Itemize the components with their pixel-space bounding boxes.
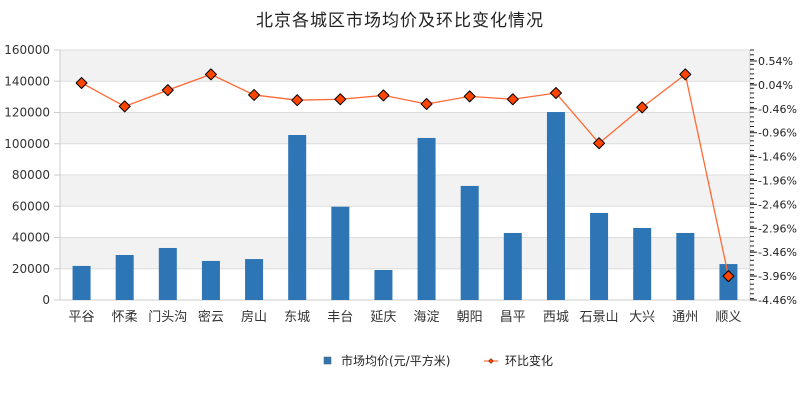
- x-tick-label: 丰台: [327, 310, 353, 325]
- left-tick-label: 120000: [4, 106, 50, 120]
- right-tick-label: -0.46%: [758, 103, 797, 116]
- bar: [374, 270, 393, 300]
- line-marker: [679, 68, 692, 81]
- bar: [676, 232, 695, 300]
- right-tick-label: -3.46%: [758, 246, 797, 259]
- right-tick-label: -1.96%: [758, 174, 797, 187]
- right-tick-label: -2.46%: [758, 198, 797, 211]
- left-axis: 0 20000 40000 60000 80000 100000 120000 140000 1…: [4, 43, 750, 307]
- line-marker: [722, 270, 735, 283]
- left-tick-label: 20000: [12, 262, 50, 276]
- right-tick-label: -0.96%: [758, 127, 797, 140]
- line-series: [75, 68, 735, 283]
- chart-title: 北京各城区市场均价及环比变化情况: [256, 11, 544, 31]
- legend-label-bar: 市场均价(元/平方米): [341, 353, 450, 368]
- bar-series: [72, 112, 738, 300]
- bar: [460, 185, 479, 300]
- left-tick-label: 100000: [4, 137, 50, 151]
- left-tick-label: 80000: [12, 168, 50, 182]
- bar: [331, 206, 350, 300]
- bar: [288, 135, 307, 300]
- right-axis: 0.54% 0.04% -0.46% -0.96% -1.46% -1.96% -2.46%…: [749, 49, 797, 307]
- bar: [417, 137, 436, 300]
- right-tick-label: -1.46%: [758, 151, 797, 164]
- left-tick-label: 40000: [12, 231, 50, 245]
- bar: [201, 260, 220, 300]
- legend-label-line: 环比变化: [505, 353, 553, 368]
- left-tick-label: 160000: [4, 43, 50, 57]
- right-tick-label: -4.46%: [758, 294, 797, 307]
- bar: [633, 227, 652, 300]
- line-marker: [377, 89, 390, 102]
- x-tick-label: 房山: [241, 309, 267, 325]
- line-marker: [118, 100, 131, 113]
- line-marker: [420, 98, 433, 111]
- line-marker: [204, 68, 217, 81]
- line-marker: [463, 90, 476, 103]
- left-tick-label: 0: [42, 293, 50, 307]
- line-marker: [506, 93, 519, 106]
- x-tick-label: 通州: [672, 310, 698, 325]
- left-tick-label: 140000: [4, 74, 50, 88]
- legend-bar-swatch-icon: [323, 356, 332, 365]
- line-marker: [593, 137, 606, 150]
- x-tick-label: 石景山: [580, 310, 619, 325]
- x-tick-label: 大兴: [629, 310, 655, 325]
- line-marker: [161, 84, 174, 97]
- bar: [115, 255, 134, 300]
- line-marker: [248, 88, 261, 101]
- x-tick-label: 平谷: [69, 310, 95, 325]
- x-tick-label: 昌平: [500, 310, 526, 325]
- x-tick-label: 延庆: [370, 310, 396, 325]
- right-tick-label: 0.54%: [758, 55, 793, 68]
- x-axis: 平谷 怀柔 门头沟 密云 房山 东城 丰台 延庆 海淀 朝阳 昌平 西城 石景山 大兴 通州 顺义: [69, 309, 742, 325]
- line-marker: [636, 101, 649, 114]
- bar: [158, 247, 177, 300]
- right-tick-label: -3.96%: [758, 270, 797, 283]
- x-tick-label: 朝阳: [457, 310, 483, 325]
- x-tick-label: 怀柔: [112, 310, 138, 325]
- line-marker: [334, 93, 347, 106]
- legend: 市场均价(元/平方米) 环比变化: [323, 353, 553, 368]
- left-tick-label: 60000: [12, 199, 50, 213]
- x-tick-label: 密云: [198, 309, 224, 325]
- bar: [245, 259, 264, 300]
- bar: [503, 232, 522, 300]
- x-tick-label: 东城: [284, 310, 310, 325]
- x-tick-label: 海淀: [414, 310, 440, 325]
- x-tick-label: 西城: [543, 310, 569, 325]
- line-marker: [549, 87, 562, 100]
- x-tick-label: 门头沟: [148, 310, 187, 325]
- line-marker: [75, 76, 88, 89]
- right-tick-label: -2.96%: [758, 222, 797, 235]
- bar: [72, 265, 91, 300]
- bar: [590, 212, 609, 300]
- x-tick-label: 顺义: [715, 310, 741, 325]
- bar: [546, 112, 565, 300]
- right-tick-label: 0.04%: [758, 79, 793, 92]
- line-marker: [291, 94, 304, 107]
